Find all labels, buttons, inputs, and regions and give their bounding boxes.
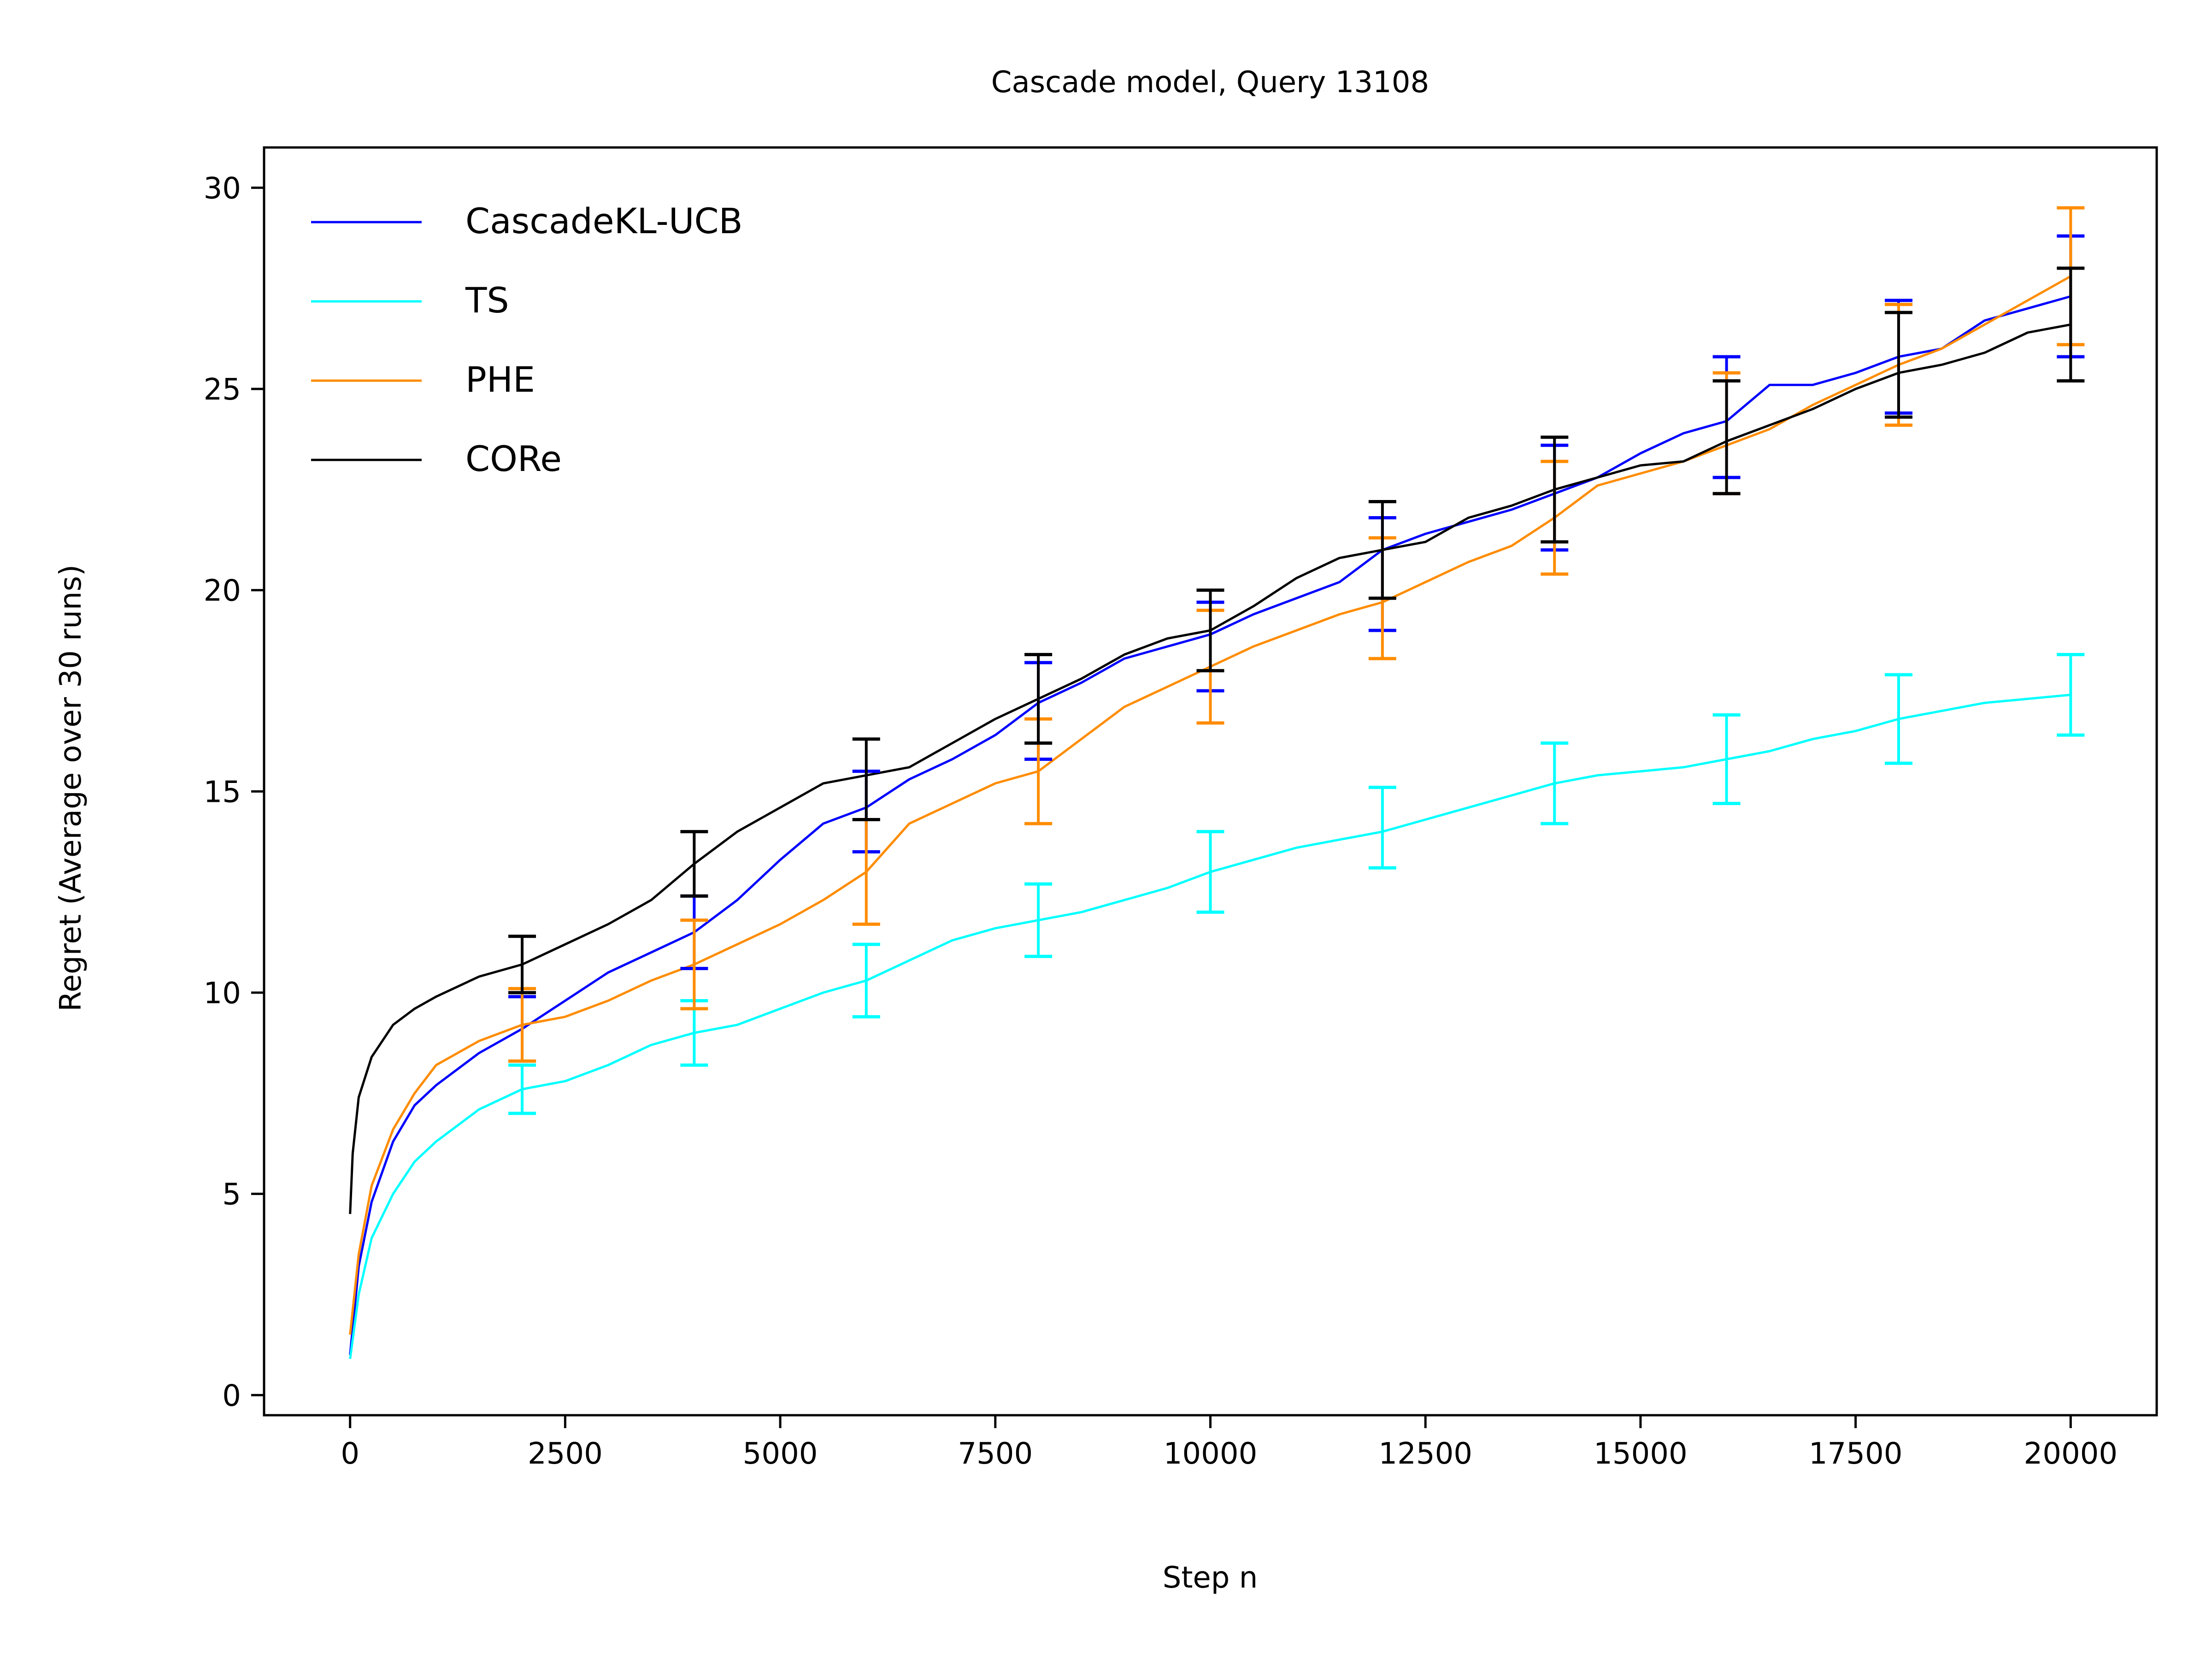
y-tick-label: 20 bbox=[204, 574, 241, 608]
x-tick-label: 15000 bbox=[1594, 1437, 1688, 1471]
error-bar bbox=[1196, 588, 1224, 672]
y-tick-label: 30 bbox=[204, 171, 241, 206]
plot-area bbox=[349, 206, 2085, 1359]
legend-label: CascadeKL-UCB bbox=[465, 200, 743, 241]
error-bar bbox=[508, 935, 536, 994]
x-tick-label: 20000 bbox=[2024, 1437, 2118, 1471]
y-tick-label: 5 bbox=[222, 1178, 241, 1212]
error-bar bbox=[680, 918, 708, 1011]
x-axis-label: Step n bbox=[1163, 1561, 1258, 1595]
y-tick-label: 15 bbox=[204, 775, 241, 809]
error-bar bbox=[1884, 673, 1912, 765]
x-tick-label: 5000 bbox=[743, 1437, 818, 1471]
x-axis: 0 2500 5000 7500 10000 12500 15000 17500 20000 bbox=[341, 1415, 2118, 1471]
error-bar bbox=[1712, 713, 1741, 806]
series-line-2 bbox=[349, 275, 2071, 1335]
error-bar bbox=[1712, 379, 1741, 495]
x-tick-label: 17500 bbox=[1809, 1437, 1903, 1471]
error-bar bbox=[1024, 882, 1053, 958]
x-tick-label: 12500 bbox=[1378, 1437, 1472, 1471]
plot-frame bbox=[263, 146, 2158, 1417]
error-bar bbox=[1024, 653, 1053, 745]
legend-label: CORe bbox=[465, 438, 562, 479]
error-bar bbox=[1541, 741, 1569, 825]
x-tick-label: 0 bbox=[341, 1437, 359, 1471]
x-tick-label: 7500 bbox=[958, 1437, 1033, 1471]
error-bar bbox=[852, 737, 880, 821]
x-tick-label: 10000 bbox=[1164, 1437, 1258, 1471]
y-tick-label: 0 bbox=[222, 1379, 241, 1413]
error-bar bbox=[1368, 786, 1396, 870]
y-tick-label: 10 bbox=[204, 977, 241, 1011]
x-tick-label: 2500 bbox=[528, 1437, 603, 1471]
legend: CascadeKL-UCB TS PHE CORe bbox=[311, 200, 743, 479]
series-line-1 bbox=[349, 694, 2071, 1359]
error-bar bbox=[1196, 830, 1224, 914]
legend-label: PHE bbox=[465, 359, 535, 400]
error-bar bbox=[680, 830, 708, 898]
error-bar bbox=[508, 1063, 536, 1115]
y-axis-label: Regret (Average over 30 runs) bbox=[54, 565, 88, 1012]
error-bar bbox=[2057, 653, 2085, 737]
error-bar bbox=[2057, 266, 2085, 383]
chart-title: Cascade model, Query 13108 bbox=[991, 65, 1429, 100]
error-bar bbox=[852, 942, 880, 1018]
error-bar bbox=[1884, 311, 1912, 419]
y-axis: 0 5 10 15 20 25 30 bbox=[204, 171, 264, 1413]
y-tick-label: 25 bbox=[204, 373, 241, 407]
error-bar bbox=[1368, 500, 1396, 600]
series-line-3 bbox=[349, 323, 2071, 1214]
error-bar bbox=[1541, 435, 1569, 544]
legend-label: TS bbox=[465, 280, 509, 321]
